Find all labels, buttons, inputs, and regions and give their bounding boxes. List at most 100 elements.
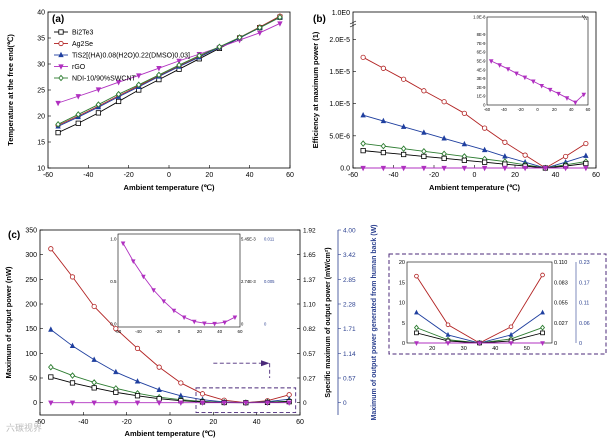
data-point [414,330,419,336]
data-point [232,315,238,321]
axis-break [349,20,357,25]
x-tick-label: -60 [43,172,53,179]
legend-label: Ag2Se [72,41,93,48]
zoom-y-tick-label: 10 [399,301,405,307]
data-point [236,34,243,41]
inset-y-tick-label: 3E-9 [477,76,487,81]
panel-label: (a) [52,14,64,25]
right2-tick-label: 3.42 [343,252,356,259]
x-tick-label: -20 [429,172,439,179]
data-point [380,117,387,124]
data-point [360,111,366,118]
zoom-right1-label: 0.110 [554,260,567,266]
data-point [130,259,136,264]
y-tick-label: 20 [37,114,45,121]
data-point [95,101,102,108]
inset-x-tick-label: -40 [135,329,142,334]
right2-tick-label: 4.00 [343,228,356,235]
zoom-y-tick-label: 0 [402,341,405,347]
data-point [69,274,76,280]
data-point [91,400,97,406]
y-tick-label: 15 [37,140,45,147]
data-point [69,342,76,349]
y-tick-label: 350 [25,228,37,235]
data-point [191,319,197,325]
y-tick-label: 10 [37,166,45,173]
inset-right2-label: 0.011 [264,237,275,242]
data-point [48,246,54,252]
data-point [502,139,508,145]
inset-x-tick-label: 0 [536,107,539,112]
data-point [113,389,119,395]
data-point [58,74,64,82]
inset-x-tick-label: -20 [518,107,525,112]
y-tick-label: 100 [25,351,37,358]
data-point [75,94,81,100]
data-point [421,153,427,160]
x-tick-label: -40 [78,419,88,426]
y-tick-label: 1.5E-5 [329,69,350,76]
x-tick-label: -20 [122,419,132,426]
x-tick-label: 60 [286,172,294,179]
data-point [256,24,263,31]
data-point [502,161,508,167]
inset-frame [486,16,589,106]
y-tick-label: 50 [29,376,37,383]
data-point [360,140,366,147]
data-point [441,155,447,161]
data-point [156,71,162,79]
data-point [221,400,227,406]
data-point [178,380,184,386]
x-tick-label: 20 [209,419,217,426]
data-point [445,331,451,337]
data-point [91,303,97,310]
data-point [69,372,76,379]
zoom-right1-label: 0 [554,341,557,347]
data-point [48,326,54,332]
x-tick-label: 40 [253,419,261,426]
data-point [414,309,419,315]
x-tick-label: 20 [205,172,213,179]
data-point [477,341,482,346]
data-point [401,76,407,82]
x-tick-label: 0 [473,172,477,179]
zoom-right1-label: 0.027 [554,321,568,327]
data-point [522,75,528,81]
data-point [542,165,549,172]
right1-tick-label: 0.82 [303,326,316,333]
data-point [134,345,141,351]
panel-label: (b) [313,14,326,25]
data-point [113,326,119,332]
data-point [583,140,589,147]
data-point [156,364,162,370]
data-point [360,165,366,172]
right1-tick-label: 1.92 [303,228,316,235]
y-axis-label: Maximum of output power (nW) [4,266,13,379]
legend-label: rGO [72,64,86,71]
right1-tick-label: 1.65 [303,252,316,259]
zoom-x-tick-label: 50 [524,346,530,352]
data-point [380,149,386,156]
data-point [58,51,64,58]
data-point [216,43,223,51]
data-point [48,363,54,371]
data-point [563,153,569,160]
y-tick-label: 250 [25,277,37,284]
data-point [461,110,467,116]
inset-y-tick-label: 0.5 [110,279,117,284]
series-line [362,56,587,169]
data-point [505,67,511,72]
zoom-right1-label: 0.083 [554,280,568,286]
series-line [50,366,290,404]
data-point [222,320,228,326]
data-point [264,400,271,406]
right1-tick-label: 0.57 [303,351,316,358]
y-tick-label: 0 [33,400,37,407]
inset-y-tick-label: 7E-9 [477,41,487,46]
zoom-right2-label: 0.17 [579,280,590,286]
right1-tick-label: 0.27 [303,376,316,383]
data-point [48,400,54,406]
data-point [134,378,141,384]
x-tick-label: -60 [348,172,358,179]
